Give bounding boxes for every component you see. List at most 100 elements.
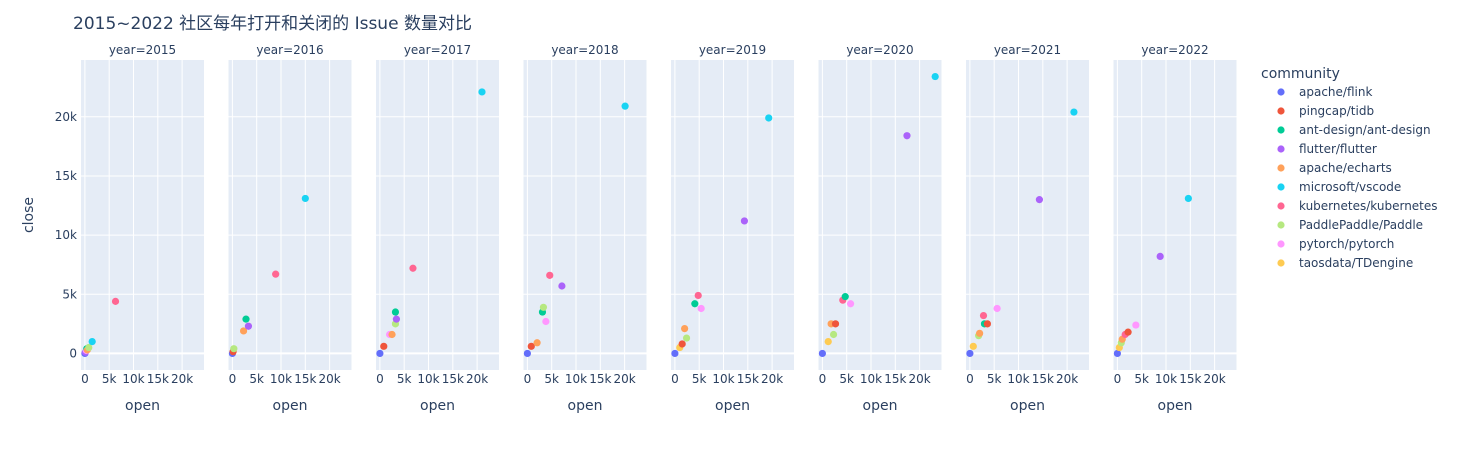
data-point	[85, 343, 93, 352]
data-point	[678, 340, 686, 348]
data-point	[244, 322, 253, 330]
data-point	[1184, 194, 1192, 203]
legend: community apache/flink pingcap/tidb ant-de…	[1261, 66, 1438, 270]
data-point	[380, 342, 388, 350]
x-tick-label: 20k	[171, 372, 193, 386]
x-tick-label: 15k	[442, 372, 464, 386]
x-tick-label: 0	[1114, 372, 1122, 386]
legend-marker	[1277, 145, 1285, 153]
data-point	[523, 349, 531, 358]
y-axis-title: close	[21, 197, 37, 233]
data-point	[846, 300, 855, 308]
data-point	[409, 264, 417, 272]
x-axis-title: open	[1010, 398, 1045, 414]
data-point	[1070, 108, 1078, 116]
data-point	[931, 72, 939, 81]
x-tick-label: 0	[376, 372, 384, 386]
facet-title: year=2019	[699, 43, 766, 57]
x-tick-label: 15k	[589, 372, 611, 386]
data-point	[694, 291, 702, 300]
legend-label: taosdata/TDengine	[1299, 256, 1413, 270]
x-tick-label: 5k	[987, 372, 1002, 386]
data-point	[1124, 328, 1132, 336]
data-point	[983, 320, 991, 328]
x-tick-label: 15k	[147, 372, 169, 386]
x-tick-label: 5k	[397, 372, 412, 386]
data-point	[239, 327, 248, 335]
legend-marker	[1277, 88, 1285, 96]
facet-panel: year=2018 0 5k 10k 15k 20k open	[523, 43, 647, 414]
facet-title: year=2018	[551, 43, 618, 57]
x-tick-label: 20k	[319, 372, 341, 386]
legend-label: apache/echarts	[1299, 161, 1392, 175]
data-point	[1035, 196, 1044, 204]
x-tick-label: 5k	[249, 372, 264, 386]
facet-panel: year=2022 0 5k 10k 15k 20k open	[1113, 43, 1237, 414]
y-tick-label: 15k	[55, 169, 77, 183]
facet-title: year=2015	[109, 43, 176, 57]
x-tick-label: 5k	[544, 372, 559, 386]
legend-label: flutter/flutter	[1299, 142, 1377, 156]
x-tick-label: 10k	[1155, 372, 1177, 386]
data-point	[111, 297, 120, 305]
x-tick-label: 5k	[1134, 372, 1149, 386]
data-point	[392, 315, 401, 323]
data-point	[558, 282, 566, 290]
legend-title: community	[1261, 66, 1340, 82]
plot-background	[966, 60, 1089, 370]
data-point	[740, 217, 749, 225]
facet-panel: year=2019 0 5k 10k 15k 20k open	[671, 43, 794, 414]
legend-item: flutter/flutter	[1277, 142, 1377, 156]
data-point	[391, 308, 400, 316]
legend-label: microsoft/vscode	[1299, 180, 1401, 194]
plot-background	[523, 60, 647, 370]
y-tick-label: 10k	[55, 228, 77, 242]
x-tick-label: 20k	[614, 372, 636, 386]
legend-item: ant-design/ant-design	[1277, 123, 1431, 137]
legend-marker	[1277, 202, 1285, 210]
x-tick-label: 20k	[466, 372, 488, 386]
data-point	[993, 304, 1001, 313]
facet-title: year=2020	[846, 43, 913, 57]
x-tick-label: 5k	[839, 372, 854, 386]
legend-label: pytorch/pytorch	[1299, 237, 1394, 251]
x-tick-label: 20k	[1204, 372, 1226, 386]
data-point	[831, 320, 840, 328]
legend-item: taosdata/TDengine	[1277, 256, 1413, 270]
data-point	[542, 317, 550, 326]
x-tick-label: 20k	[1056, 372, 1078, 386]
x-axis-title: open	[420, 398, 455, 414]
x-axis-title: open	[1158, 398, 1193, 414]
data-point	[976, 329, 984, 337]
legend-item: apache/echarts	[1277, 161, 1392, 175]
x-tick-label: 10k	[860, 372, 882, 386]
data-point	[546, 271, 554, 279]
x-tick-label: 0	[966, 372, 974, 386]
data-point	[388, 330, 396, 339]
legend-item: pingcap/tidb	[1277, 104, 1374, 118]
x-tick-label: 15k	[294, 372, 316, 386]
data-point	[539, 303, 548, 311]
x-tick-label: 15k	[1179, 372, 1201, 386]
legend-marker	[1277, 164, 1285, 172]
data-point	[272, 270, 280, 278]
legend-label: PaddlePaddle/Paddle	[1299, 218, 1423, 232]
x-tick-label: 0	[229, 372, 237, 386]
facet-panel: year=2017 0 5k 10k 15k 20k open	[376, 43, 499, 414]
data-point	[818, 349, 826, 358]
data-point	[671, 349, 679, 358]
x-tick-label: 15k	[1032, 372, 1054, 386]
data-point	[1113, 349, 1121, 358]
data-point	[527, 342, 535, 350]
legend-label: pingcap/tidb	[1299, 104, 1374, 118]
x-tick-label: 5k	[692, 372, 707, 386]
data-point	[1156, 252, 1164, 261]
plot-background	[818, 60, 942, 370]
x-tick-label: 15k	[884, 372, 906, 386]
facet-title: year=2017	[404, 43, 471, 57]
data-point	[376, 349, 384, 358]
facet-title: year=2021	[994, 43, 1061, 57]
chart-title: 2015~2022 社区每年打开和关闭的 Issue 数量对比	[73, 14, 472, 34]
legend-marker	[1277, 221, 1285, 229]
data-point	[966, 349, 974, 358]
